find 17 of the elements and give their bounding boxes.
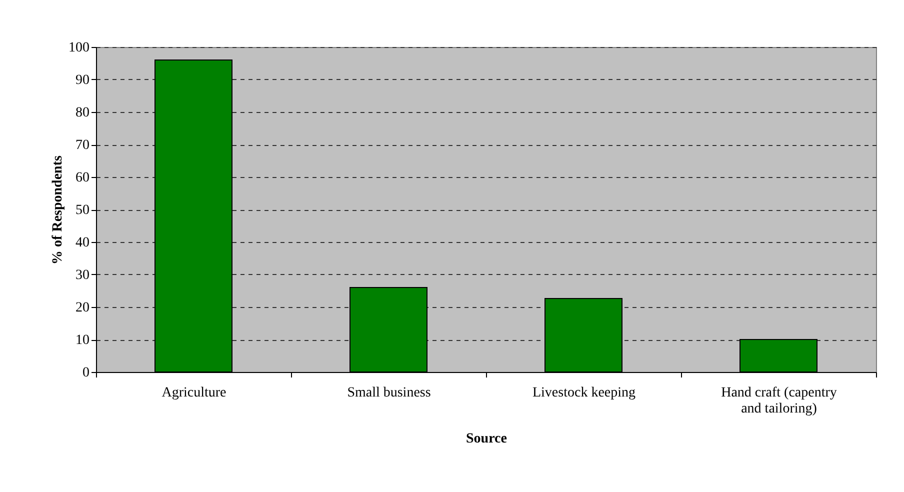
y-tick-label: 60	[76, 170, 90, 186]
x-tick-label: Livestock keeping	[532, 386, 636, 400]
y-tick-label: 100	[68, 40, 90, 56]
y-tick-label: 10	[76, 333, 90, 348]
y-axis-title: % of Respondents	[50, 155, 66, 264]
x-tick-label: Small business	[347, 386, 431, 400]
y-tick-label: 80	[76, 106, 90, 120]
x-axis-title: Source	[466, 432, 507, 446]
y-tick-label: 50	[76, 203, 90, 218]
y-tick-label: 30	[76, 268, 90, 283]
y-tick-label: 20	[76, 300, 90, 316]
y-tick-label: 70	[76, 138, 90, 153]
y-tick-label: 40	[76, 236, 90, 250]
x-tick-label: Agriculture	[162, 386, 226, 400]
y-tick-label: 0	[82, 366, 90, 380]
x-tick-label: Hand craft (capentry and tailoring)	[721, 386, 837, 416]
y-tick-label: 90	[76, 73, 90, 88]
